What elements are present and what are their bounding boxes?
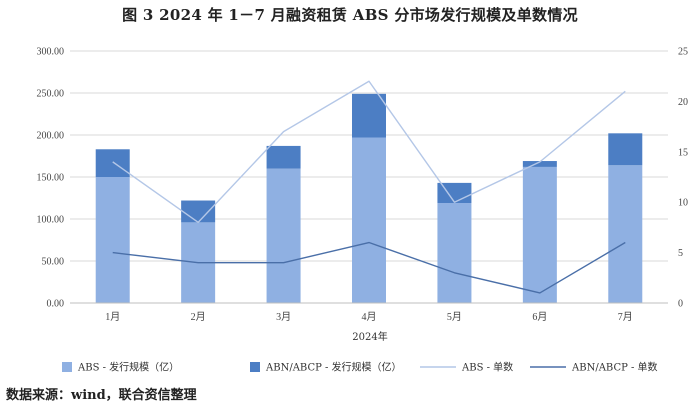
bar-abs-issuance	[266, 168, 301, 303]
x-tick-label: 6月	[532, 311, 547, 323]
x-tick-label: 4月	[362, 311, 377, 323]
y-left-tick-label: 100.00	[37, 215, 65, 226]
x-tick-label: 1月	[105, 311, 120, 323]
legend: ABS - 发行规模（亿） ABN/ABCP - 发行规模（亿） ABS - 单数 A…	[62, 361, 658, 374]
bar-abs-issuance	[608, 165, 643, 303]
legend-label: ABS - 单数	[461, 361, 513, 374]
y-left-tick-label: 0.00	[47, 299, 65, 310]
bar-abs-issuance	[437, 203, 472, 303]
y-left-tick-label: 50.00	[42, 257, 65, 268]
x-tick-label: 7月	[618, 311, 633, 323]
x-tick-label: 5月	[447, 311, 462, 323]
bar-abn-abcp-issuance	[266, 145, 301, 169]
y-right-tick-label: 10	[678, 198, 688, 209]
bar-abn-abcp-issuance	[522, 161, 557, 167]
y-right-tick-label: 25	[678, 47, 688, 58]
bar-abn-abcp-issuance	[352, 93, 386, 138]
y-right-tick-label: 15	[678, 147, 688, 158]
legend-swatch	[62, 362, 72, 372]
legend-label: ABN/ABCP - 单数	[571, 361, 658, 374]
bar-abn-abcp-issuance	[95, 149, 130, 177]
y-right-tick-label: 5	[678, 248, 683, 259]
bar-abs-issuance	[95, 177, 130, 303]
legend-label: ABS - 发行规模（亿）	[77, 361, 179, 374]
bar-abn-abcp-issuance	[181, 200, 216, 223]
legend-swatch	[250, 362, 260, 372]
bar-abs-issuance	[352, 137, 386, 303]
axes: 0.00 50.00 100.00 150.00 200.00 250.00 300.00 0…	[37, 47, 689, 324]
line-abs-count	[112, 80, 626, 224]
y-right-tick-label: 20	[678, 97, 688, 108]
bar-abs-issuance	[522, 166, 557, 303]
line-abn-abcp-count	[112, 241, 626, 294]
y-right-tick-label: 0	[678, 299, 683, 310]
y-left-tick-label: 300.00	[37, 47, 65, 58]
x-axis-title: 2024年	[352, 330, 387, 343]
y-left-tick-label: 200.00	[37, 131, 65, 142]
y-left-tick-label: 250.00	[37, 89, 65, 100]
legend-label: ABN/ABCP - 发行规模（亿）	[265, 361, 402, 374]
line-series	[112, 80, 626, 294]
source-note: 数据来源：wind，联合资信整理	[6, 388, 197, 403]
bar-series	[95, 93, 643, 303]
x-tick-label: 2月	[191, 311, 206, 323]
chart-title: 图 3 2024 年 1－7 月融资租赁 ABS 分市场发行规模及单数情况	[122, 6, 578, 24]
y-left-tick-label: 150.00	[37, 173, 65, 184]
bar-abn-abcp-issuance	[608, 133, 643, 166]
x-tick-label: 3月	[276, 311, 291, 323]
